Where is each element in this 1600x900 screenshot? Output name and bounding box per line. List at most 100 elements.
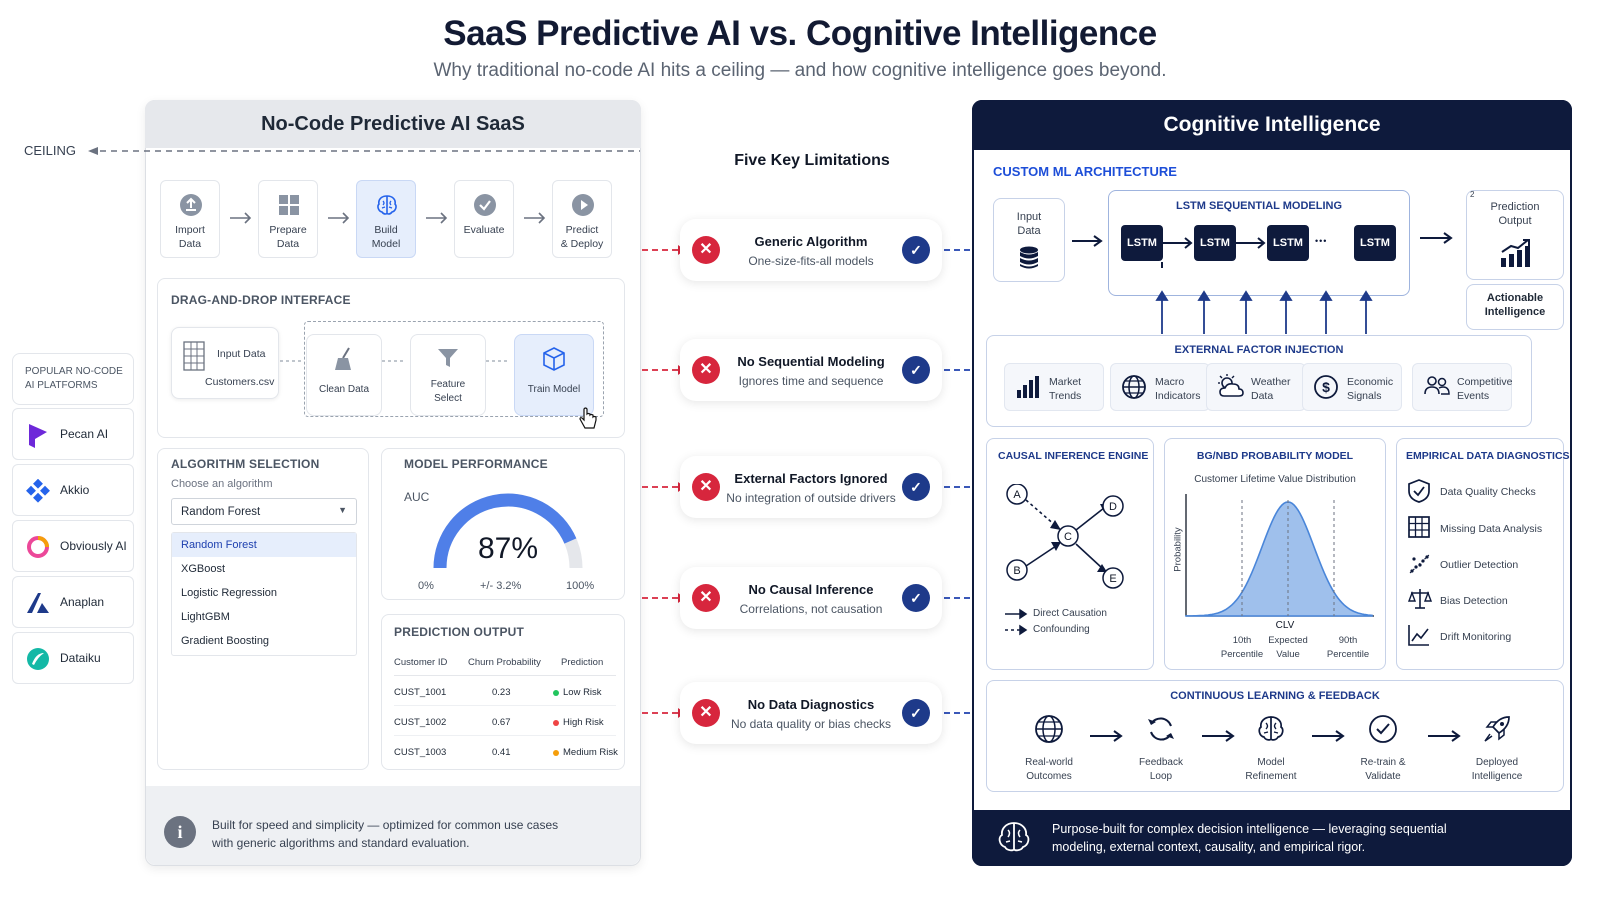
platform-akkio[interactable]: Akkio bbox=[12, 464, 134, 516]
x-icon: ✕ bbox=[692, 236, 720, 264]
causal-legend-lines bbox=[1005, 608, 1028, 636]
algorithm-dropdown[interactable]: Random Forest ▼ bbox=[171, 498, 357, 525]
table-header: Prediction bbox=[561, 657, 604, 668]
platform-dataiku[interactable]: Dataiku bbox=[12, 632, 134, 684]
limitation-title: No Causal Inference bbox=[748, 582, 874, 597]
diagnostic-label: Missing Data Analysis bbox=[1440, 523, 1543, 535]
step-build-model[interactable]: Build Model bbox=[356, 180, 416, 258]
auc-value: 87% bbox=[477, 532, 539, 565]
algorithm-option[interactable]: Random Forest bbox=[181, 539, 257, 551]
platforms-header bbox=[12, 353, 134, 405]
algorithm-title: ALGORITHM SELECTION bbox=[171, 457, 320, 471]
dnd-node-clean-data[interactable] bbox=[306, 334, 382, 416]
learning-step-label: Deployed Intelligence bbox=[1471, 757, 1523, 782]
table-cell: CUST_1003 bbox=[394, 747, 447, 758]
status-dot bbox=[553, 750, 559, 756]
step-label: Import Data bbox=[175, 224, 205, 250]
learning-arrows bbox=[1090, 730, 1461, 742]
diagnostic-label: Bias Detection bbox=[1440, 595, 1508, 607]
akkio-logo-icon bbox=[26, 479, 50, 503]
table-header: Churn Probability bbox=[468, 657, 541, 668]
gauge-max-label: 100% bbox=[566, 580, 595, 592]
right-footer-text: Purpose-built for complex decision intel… bbox=[1052, 822, 1447, 854]
algorithm-option[interactable]: XGBoost bbox=[181, 563, 226, 575]
limitation-card: ✕ No Data Diagnostics No data quality or… bbox=[680, 682, 942, 744]
limitation-desc: Ignores time and sequence bbox=[738, 374, 884, 388]
dataiku-logo-icon bbox=[26, 647, 50, 671]
table-cell: CUST_1001 bbox=[394, 687, 447, 698]
globe-icon bbox=[1034, 714, 1064, 744]
platform-name: Akkio bbox=[60, 483, 90, 497]
learning-step-label: Re-train & Validate bbox=[1360, 757, 1406, 782]
growth-chart-icon bbox=[1500, 238, 1532, 268]
limitation-card: ✕ External Factors Ignored No integratio… bbox=[680, 456, 942, 518]
step-label: Prepare Data bbox=[269, 224, 307, 250]
scale-icon bbox=[1408, 588, 1432, 610]
platform-obviously-ai[interactable]: Obviously AI bbox=[12, 520, 134, 572]
limitation-desc: No data quality or bias checks bbox=[730, 717, 892, 731]
step-prepare-data[interactable]: Prepare Data bbox=[258, 180, 318, 258]
ceiling-label: CEILING bbox=[24, 143, 77, 158]
step-import-data[interactable]: Import Data bbox=[160, 180, 220, 258]
step-arrows bbox=[230, 212, 546, 224]
platform-anaplan[interactable]: Anaplan bbox=[12, 576, 134, 628]
svg-text:$: $ bbox=[1322, 379, 1330, 395]
bgnbd-marker: 90th Percentile bbox=[1326, 635, 1370, 660]
output-marker: 2 bbox=[1470, 190, 1475, 199]
algorithm-option[interactable]: LightGBM bbox=[181, 611, 230, 623]
dnd-drop-zone[interactable] bbox=[304, 321, 604, 417]
dnd-node-label: Train Model bbox=[527, 384, 581, 395]
dnd-input-label: Input Data bbox=[217, 348, 266, 360]
step-evaluate[interactable]: Evaluate bbox=[454, 180, 514, 258]
platforms-title: POPULAR NO-CODE AI PLATFORMS bbox=[25, 366, 123, 391]
check-icon: ✓ bbox=[902, 699, 930, 727]
algorithm-option[interactable]: Gradient Boosting bbox=[181, 635, 270, 647]
database-icon bbox=[1019, 246, 1039, 270]
table-header: Customer ID bbox=[394, 657, 448, 668]
brain-icon bbox=[375, 193, 399, 217]
lstm-cell: LSTM bbox=[1354, 225, 1396, 261]
external-label: Weather Data bbox=[1251, 376, 1291, 402]
platform-pecan-ai[interactable]: Pecan AI bbox=[12, 408, 134, 460]
diagnostics-title: EMPIRICAL DATA DIAGNOSTICS bbox=[1406, 450, 1570, 462]
broom-icon bbox=[332, 346, 356, 372]
x-icon: ✕ bbox=[692, 356, 720, 384]
right-footer bbox=[972, 810, 1572, 866]
legend-direct: Direct Causation bbox=[1033, 608, 1107, 619]
algorithm-option[interactable]: Logistic Regression bbox=[181, 587, 277, 599]
right-panel-title: Cognitive Intelligence bbox=[972, 100, 1572, 150]
actionable-label: Actionable Intelligence bbox=[1484, 292, 1546, 318]
spreadsheet-icon bbox=[183, 341, 205, 371]
performance-metric: AUC bbox=[404, 490, 430, 504]
limitation-card: ✕ No Causal Inference Correlations, not … bbox=[680, 567, 942, 629]
prediction-panel bbox=[381, 614, 625, 770]
x-icon: ✕ bbox=[692, 699, 720, 727]
algorithm-prompt: Choose an algorithm bbox=[171, 478, 273, 490]
platform-name: Anaplan bbox=[60, 595, 105, 609]
legend-confounding: Confounding bbox=[1033, 624, 1090, 635]
step-predict-deploy[interactable]: Predict & Deploy bbox=[552, 180, 612, 258]
dnd-node-train-model[interactable] bbox=[514, 334, 594, 416]
trend-line-icon bbox=[1408, 624, 1430, 646]
status-dot bbox=[553, 720, 559, 726]
causal-node: E bbox=[1109, 573, 1116, 585]
left-panel-title: No-Code Predictive AI SaaS bbox=[145, 100, 641, 148]
learning-step-label: Real-world Outcomes bbox=[1025, 757, 1073, 782]
dnd-node-feature-select[interactable] bbox=[410, 334, 486, 416]
prediction-output-card bbox=[1466, 190, 1564, 280]
algorithm-selected: Random Forest bbox=[181, 506, 261, 518]
prediction-output-label: Prediction Output bbox=[1490, 201, 1540, 227]
limitation-title: No Sequential Modeling bbox=[737, 354, 885, 369]
causal-title: CAUSAL INFERENCE ENGINE bbox=[998, 450, 1149, 462]
limitation-card: ✕ No Sequential Modeling Ignores time an… bbox=[680, 339, 942, 401]
external-factor-competitive: Competitive Events bbox=[1412, 363, 1512, 411]
x-icon: ✕ bbox=[692, 584, 720, 612]
arrow-icon bbox=[1420, 232, 1453, 244]
external-label: Macro Indicators bbox=[1155, 376, 1201, 402]
ceiling-line bbox=[88, 147, 640, 155]
lstm-ellipsis: ••• bbox=[1315, 236, 1328, 246]
scatter-icon bbox=[1408, 553, 1430, 575]
dnd-connectors bbox=[280, 360, 510, 362]
globe-icon bbox=[1121, 374, 1147, 400]
table-cell: High Risk bbox=[563, 717, 604, 728]
